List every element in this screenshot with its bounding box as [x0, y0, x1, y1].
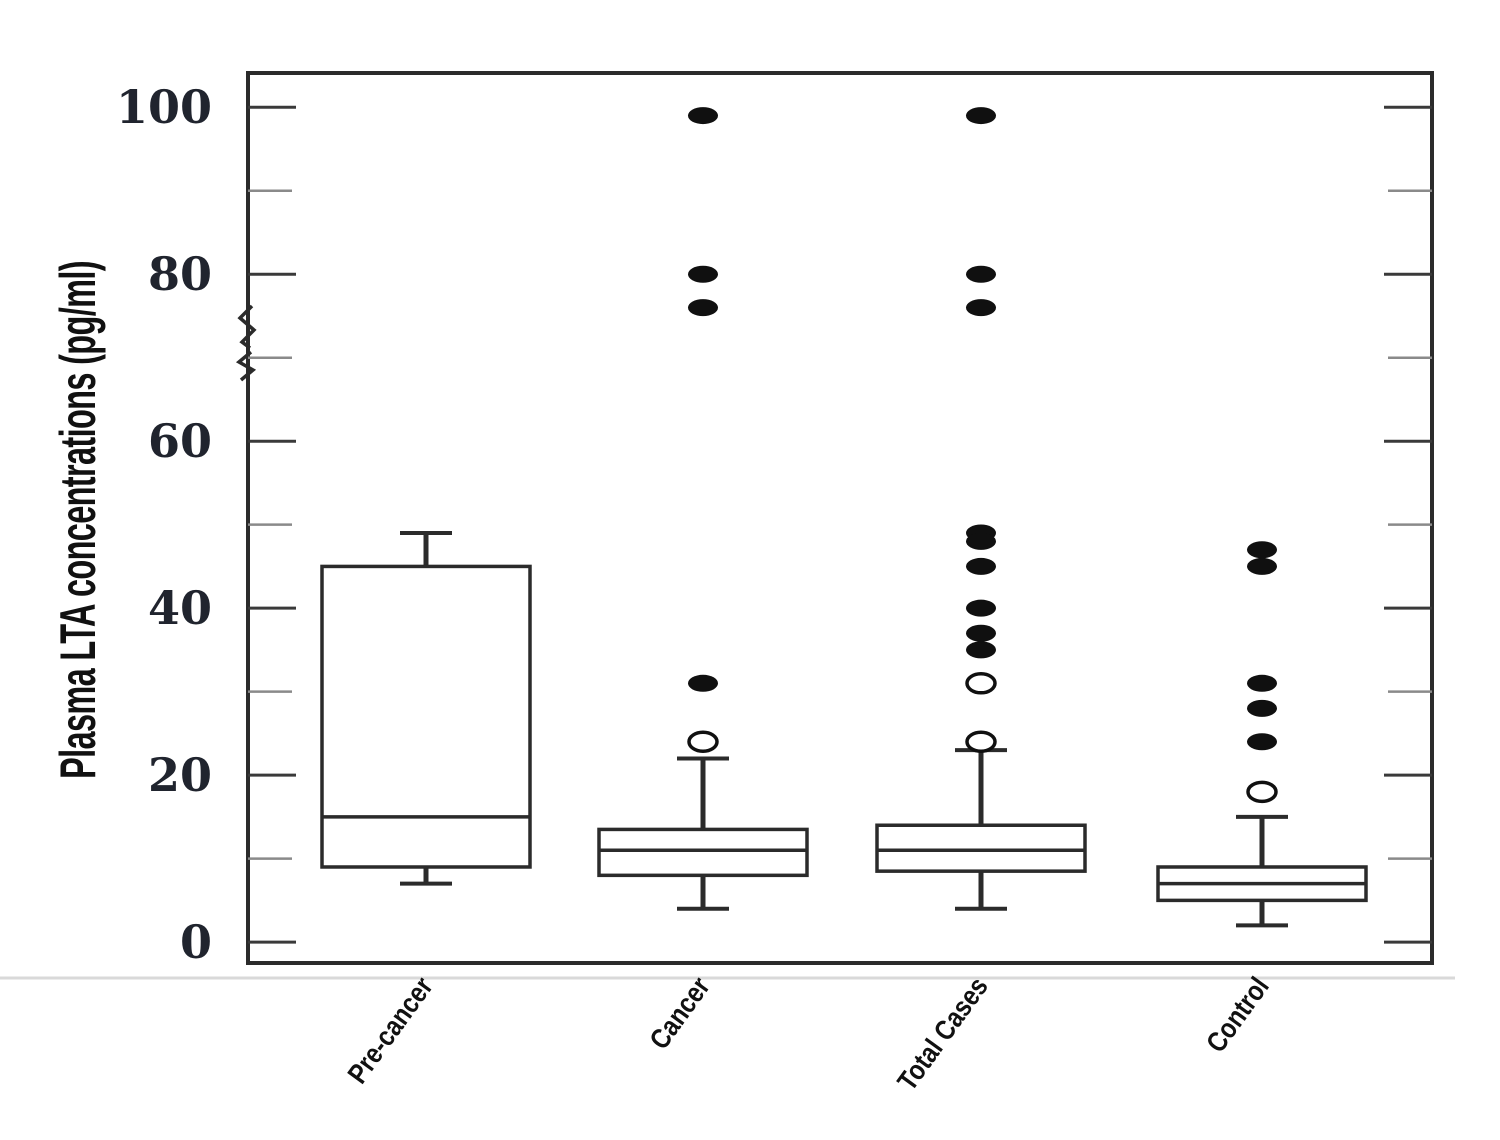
outlier-filled-total-cases-80	[966, 265, 996, 283]
y-tick-label-20: 20	[148, 748, 212, 802]
outlier-filled-total-cases-35	[966, 641, 996, 659]
outlier-open-total-cases-31	[965, 672, 997, 695]
plot-frame	[246, 71, 1434, 965]
outlier-open-cancer-24	[687, 730, 719, 754]
outlier-filled-cancer-31	[688, 674, 718, 692]
box-group-control	[1156, 541, 1368, 928]
outlier-filled-cancer-99	[688, 107, 718, 125]
outlier-filled-control-47	[1247, 541, 1277, 559]
outlier-filled-control-31	[1247, 674, 1277, 692]
box-pre-cancer	[320, 564, 532, 869]
outlier-open-control-18	[1246, 780, 1278, 804]
outlier-filled-cancer-76	[688, 299, 718, 317]
outlier-filled-total-cases-45	[966, 557, 996, 575]
outlier-open-total-cases-24	[965, 730, 997, 754]
y-tick-label-60: 60	[148, 414, 212, 468]
axis-break-mark	[237, 304, 257, 350]
y-tick-label-40: 40	[148, 581, 212, 635]
outlier-filled-control-24	[1247, 733, 1277, 751]
y-tick-label-0: 0	[180, 915, 212, 969]
outlier-filled-total-cases-99	[966, 107, 996, 125]
y-axis-title: Plasma LTA concentrations (pg/ml)	[50, 261, 106, 779]
outlier-filled-cancer-80	[688, 265, 718, 283]
box-cancer	[597, 827, 809, 878]
box-group-total-cases	[875, 107, 1087, 911]
y-tick-label-100: 100	[116, 80, 212, 134]
box-group-cancer	[597, 107, 809, 911]
outlier-filled-total-cases-40	[966, 599, 996, 617]
box-group-pre-cancer	[320, 531, 532, 886]
outlier-filled-total-cases-48	[966, 532, 996, 550]
outlier-filled-total-cases-37	[966, 624, 996, 642]
outlier-filled-control-45	[1247, 557, 1277, 575]
y-tick-label-80: 80	[148, 247, 212, 301]
box-total-cases	[875, 823, 1087, 873]
outlier-filled-total-cases-76	[966, 299, 996, 317]
outlier-filled-control-28	[1247, 699, 1277, 717]
axis-break-mark	[235, 350, 257, 382]
